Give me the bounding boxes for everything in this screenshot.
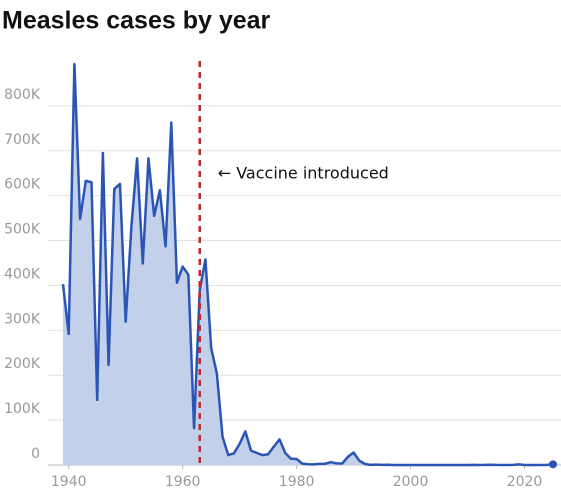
line: [61, 62, 554, 467]
y-tick-label: 100K: [4, 401, 41, 417]
x-tick-label: 2000: [393, 474, 429, 490]
x-tick-label: 1960: [165, 474, 201, 490]
chart-title: Measles cases by year: [2, 7, 271, 35]
y-tick-label: 700K: [4, 132, 41, 148]
end-point: [549, 460, 557, 469]
y-tick-label: 800K: [4, 87, 41, 103]
annotation: ← Vaccine introduced: [218, 164, 389, 183]
x-tick-label: 1940: [51, 474, 87, 490]
y-tick-label: 200K: [4, 356, 41, 372]
y-tick-label: 600K: [4, 177, 41, 193]
y-tick-label: 0: [31, 446, 40, 462]
x-tick-label: 1980: [279, 474, 315, 490]
y-tick-label: 500K: [4, 222, 41, 238]
area-fill: [63, 64, 553, 465]
x-tick-label: 2020: [507, 474, 543, 490]
y-tick-label: 300K: [4, 311, 41, 327]
y-tick-label: 400K: [4, 266, 41, 282]
